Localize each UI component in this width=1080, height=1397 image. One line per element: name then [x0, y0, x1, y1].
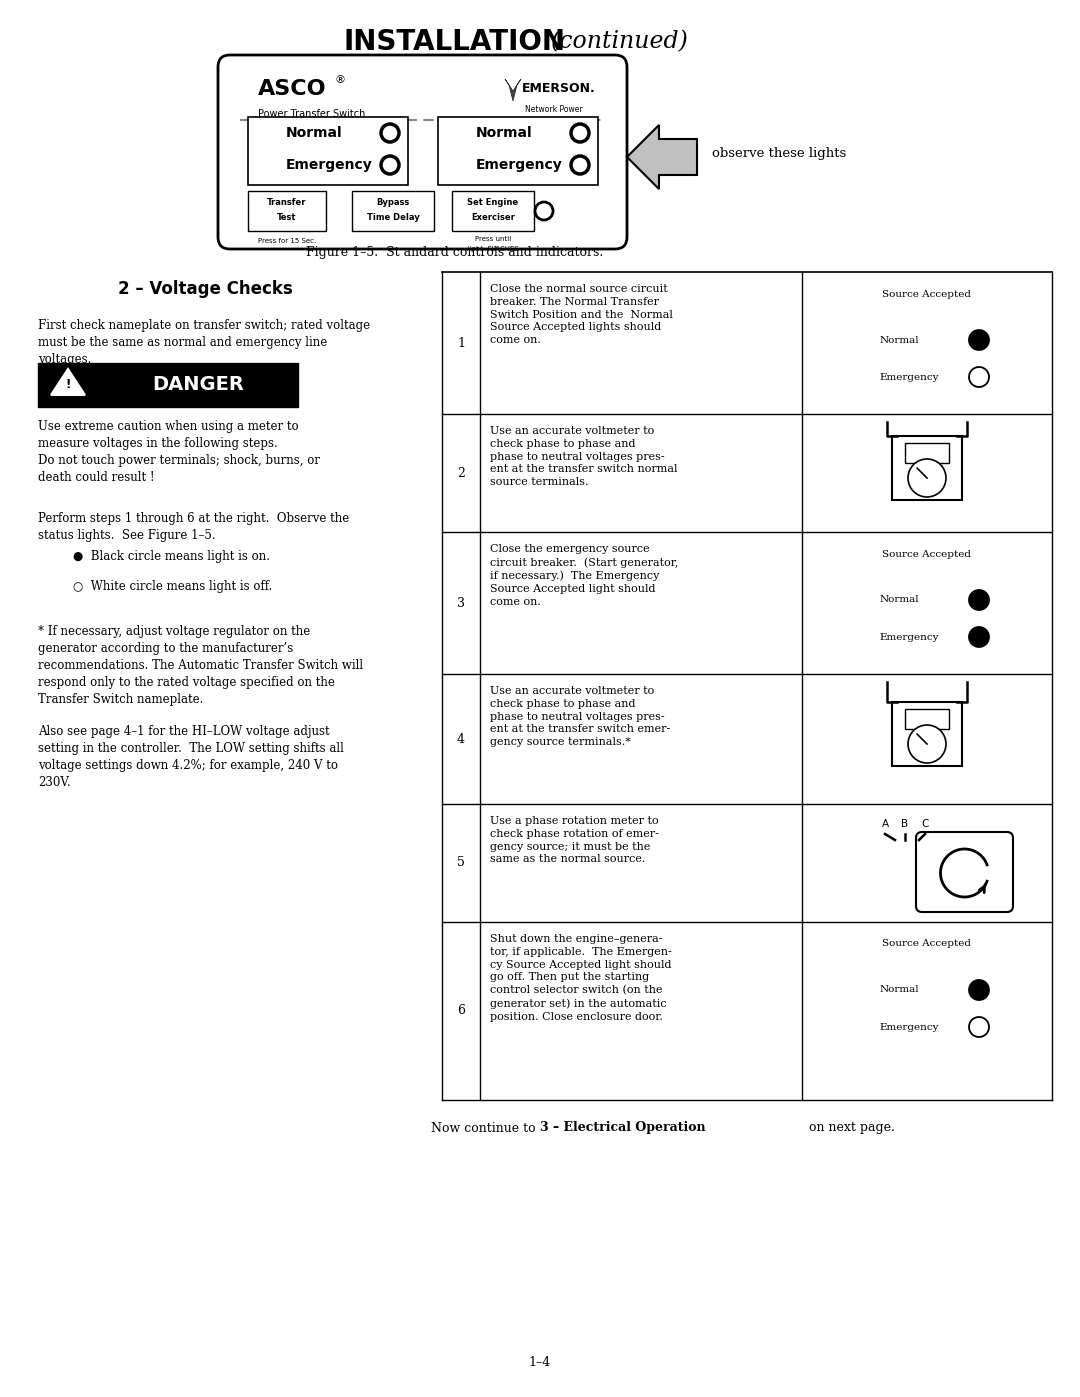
Text: Emergency: Emergency [476, 158, 563, 172]
Bar [905, 443, 949, 462]
Text: DANGER: DANGER [152, 376, 244, 394]
Bar [38, 363, 298, 407]
Circle shape [969, 590, 989, 610]
Circle shape [908, 460, 946, 497]
Bar [248, 117, 408, 184]
Text: Source Accepted: Source Accepted [882, 549, 972, 559]
Text: on next page.: on next page. [805, 1122, 895, 1134]
Text: Use an accurate voltmeter to
check phase to phase and
phase to neutral voltages : Use an accurate voltmeter to check phase… [490, 426, 677, 488]
Text: 2: 2 [457, 467, 464, 479]
Text: Transfer Switch Position: Transfer Switch Position [266, 127, 390, 136]
Text: Source Accepted: Source Accepted [475, 127, 561, 136]
Bar [453, 191, 534, 231]
Circle shape [969, 1017, 989, 1037]
Text: Source Accepted: Source Accepted [882, 940, 972, 949]
Bar [438, 117, 598, 184]
Text: Power Transfer Switch: Power Transfer Switch [258, 109, 365, 119]
Text: Normal: Normal [476, 126, 532, 140]
Text: * If necessary, adjust voltage regulator on the
generator according to the manuf: * If necessary, adjust voltage regulator… [38, 624, 363, 705]
Polygon shape [51, 369, 85, 395]
Text: 3 – Electrical Operation: 3 – Electrical Operation [540, 1122, 705, 1134]
Text: light  FLASHES: light FLASHES [468, 246, 518, 251]
Text: 4: 4 [457, 732, 465, 746]
Text: Use an accurate voltmeter to
check phase to phase and
phase to neutral voltages : Use an accurate voltmeter to check phase… [490, 686, 671, 747]
Text: Now continue to: Now continue to [431, 1122, 540, 1134]
Text: (continued): (continued) [551, 31, 689, 53]
Circle shape [969, 367, 989, 387]
Text: Also see page 4–1 for the HI–LOW voltage adjust
setting in the controller.  The : Also see page 4–1 for the HI–LOW voltage… [38, 725, 343, 789]
Text: Normal: Normal [879, 335, 919, 345]
Text: !: ! [65, 377, 70, 391]
Circle shape [969, 330, 989, 351]
Text: Close the emergency source
circuit breaker.  (Start generator,
if necessary.)  T: Close the emergency source circuit break… [490, 543, 678, 606]
Text: C: C [921, 819, 929, 828]
Text: Close the normal source circuit
breaker. The Normal Transfer
Switch Position and: Close the normal source circuit breaker.… [490, 284, 673, 345]
Text: Set Engine: Set Engine [468, 197, 518, 207]
Text: EMERSON.: EMERSON. [522, 82, 596, 95]
Text: Emergency: Emergency [879, 1023, 939, 1031]
Text: Network Power: Network Power [525, 105, 582, 115]
Text: 2 – Voltage Checks: 2 – Voltage Checks [118, 279, 293, 298]
Text: Use a phase rotation meter to
check phase rotation of emer-
gency source; it mus: Use a phase rotation meter to check phas… [490, 816, 659, 865]
Text: ○  White circle means light is off.: ○ White circle means light is off. [73, 580, 272, 592]
Circle shape [969, 627, 989, 647]
Text: Emergency: Emergency [286, 158, 373, 172]
Text: INSTALLATION: INSTALLATION [345, 28, 566, 56]
Text: Shut down the engine–genera-
tor, if applicable.  The Emergen-
cy Source Accepte: Shut down the engine–genera- tor, if app… [490, 935, 672, 1023]
Text: Emergency: Emergency [879, 633, 939, 641]
Text: Perform steps 1 through 6 at the right.  Observe the
status lights.  See Figure : Perform steps 1 through 6 at the right. … [38, 511, 349, 542]
Text: Normal: Normal [879, 985, 919, 995]
Text: Bypass: Bypass [376, 197, 409, 207]
Text: 6: 6 [457, 1004, 465, 1017]
Bar [352, 191, 434, 231]
Text: 1: 1 [457, 337, 465, 349]
Polygon shape [627, 124, 697, 189]
Text: Normal: Normal [286, 126, 342, 140]
FancyBboxPatch shape [218, 54, 627, 249]
Text: ●  Black circle means light is on.: ● Black circle means light is on. [73, 550, 270, 563]
Text: Normal: Normal [879, 595, 919, 605]
Text: observe these lights: observe these lights [712, 147, 847, 159]
Text: Emergency: Emergency [879, 373, 939, 381]
Text: ®: ® [335, 75, 346, 85]
Text: Test: Test [278, 212, 297, 222]
Circle shape [908, 725, 946, 763]
Text: A: A [881, 819, 889, 828]
Bar [892, 436, 962, 500]
Text: B: B [902, 819, 908, 828]
FancyBboxPatch shape [916, 833, 1013, 912]
Text: Source Accepted: Source Accepted [882, 289, 972, 299]
Text: Figure 1–5.  St andard controls and indicators.: Figure 1–5. St andard controls and indic… [307, 246, 604, 258]
Circle shape [969, 981, 989, 1000]
Text: Transfer: Transfer [267, 197, 307, 207]
Text: 5: 5 [457, 856, 464, 869]
Text: Time Delay: Time Delay [366, 212, 419, 222]
Text: 1–4: 1–4 [529, 1355, 551, 1369]
Text: First check nameplate on transfer switch; rated voltage
must be the same as norm: First check nameplate on transfer switch… [38, 319, 370, 366]
Bar [892, 703, 962, 766]
Bar [905, 710, 949, 729]
Text: Press for 15 Sec.: Press for 15 Sec. [258, 237, 316, 244]
Text: 3: 3 [457, 597, 465, 609]
Polygon shape [505, 80, 521, 101]
Bar [248, 191, 326, 231]
Text: Press until: Press until [475, 236, 511, 242]
Text: Use extreme caution when using a meter to
measure voltages in the following step: Use extreme caution when using a meter t… [38, 420, 320, 483]
Text: ASCO: ASCO [258, 80, 326, 99]
Text: Exerciser: Exerciser [471, 212, 515, 222]
